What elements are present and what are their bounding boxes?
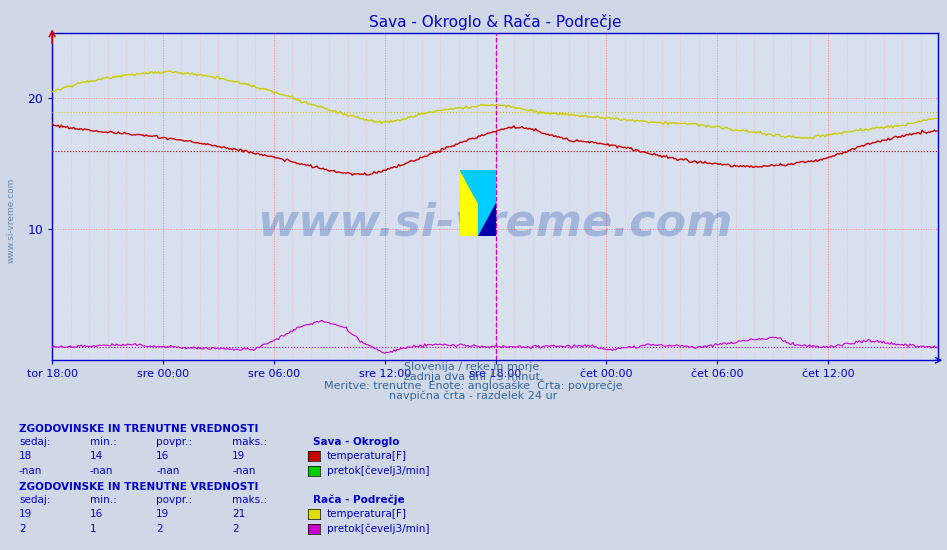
- Text: 21: 21: [232, 509, 245, 519]
- Text: -nan: -nan: [232, 466, 256, 476]
- Text: 19: 19: [156, 509, 170, 519]
- Text: 2: 2: [156, 524, 163, 534]
- Text: povpr.:: povpr.:: [156, 437, 192, 447]
- Text: temperatura[F]: temperatura[F]: [327, 509, 406, 519]
- Text: Rača - Podrečje: Rača - Podrečje: [313, 494, 404, 504]
- Title: Sava - Okroglo & Rača - Podrečje: Sava - Okroglo & Rača - Podrečje: [368, 14, 621, 30]
- Text: pretok[čevelj3/min]: pretok[čevelj3/min]: [327, 466, 429, 476]
- Text: 18: 18: [19, 452, 32, 461]
- Text: Sava - Okroglo: Sava - Okroglo: [313, 437, 399, 447]
- Text: pretok[čevelj3/min]: pretok[čevelj3/min]: [327, 524, 429, 534]
- Text: sedaj:: sedaj:: [19, 494, 50, 504]
- Bar: [478, 170, 496, 236]
- Text: maks.:: maks.:: [232, 437, 267, 447]
- Text: -nan: -nan: [156, 466, 180, 476]
- Text: 2: 2: [19, 524, 26, 534]
- Text: www.si-vreme.com: www.si-vreme.com: [7, 177, 16, 263]
- Text: maks.:: maks.:: [232, 494, 267, 504]
- Polygon shape: [460, 170, 478, 204]
- Text: -nan: -nan: [19, 466, 43, 476]
- Text: ZGODOVINSKE IN TRENUTNE VREDNOSTI: ZGODOVINSKE IN TRENUTNE VREDNOSTI: [19, 481, 259, 492]
- Text: 14: 14: [90, 452, 103, 461]
- Bar: [460, 170, 478, 236]
- Text: sedaj:: sedaj:: [19, 437, 50, 447]
- Text: Meritve: trenutne  Enote: anglosaške  Črta: povprečje: Meritve: trenutne Enote: anglosaške Črta…: [324, 379, 623, 392]
- Text: www.si-vreme.com: www.si-vreme.com: [257, 201, 733, 244]
- Polygon shape: [478, 204, 496, 236]
- Text: 19: 19: [19, 509, 32, 519]
- Text: navpična črta - razdelek 24 ur: navpična črta - razdelek 24 ur: [389, 391, 558, 401]
- Text: 2: 2: [232, 524, 239, 534]
- Text: temperatura[F]: temperatura[F]: [327, 452, 406, 461]
- Text: povpr.:: povpr.:: [156, 494, 192, 504]
- Text: 19: 19: [232, 452, 245, 461]
- Text: ZGODOVINSKE IN TRENUTNE VREDNOSTI: ZGODOVINSKE IN TRENUTNE VREDNOSTI: [19, 424, 259, 434]
- Text: 16: 16: [90, 509, 103, 519]
- Text: zadnja dva dni / 5 minut.: zadnja dva dni / 5 minut.: [403, 371, 544, 382]
- Text: -nan: -nan: [90, 466, 114, 476]
- Text: 16: 16: [156, 452, 170, 461]
- Text: min.:: min.:: [90, 494, 116, 504]
- Text: 1: 1: [90, 524, 97, 534]
- Text: min.:: min.:: [90, 437, 116, 447]
- Text: Slovenija / reke in morje.: Slovenija / reke in morje.: [404, 361, 543, 372]
